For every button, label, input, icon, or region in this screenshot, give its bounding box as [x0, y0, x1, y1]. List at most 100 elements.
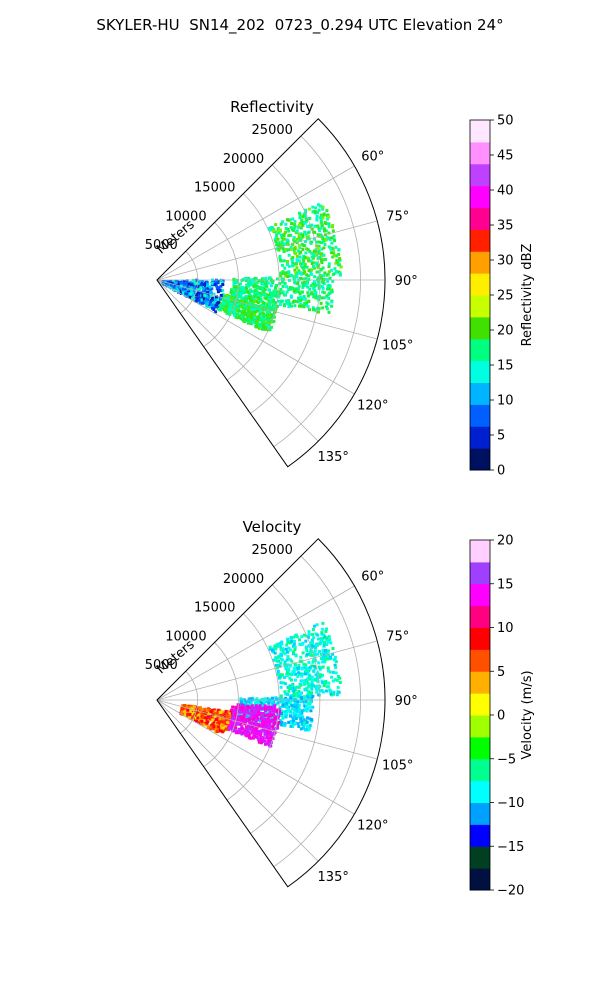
echo-gate — [313, 624, 316, 628]
velocity-range-ticks: 5000 10000 15000 20000 25000 — [145, 543, 293, 673]
echo-gate — [293, 700, 297, 704]
range-tick-label: 20000 — [223, 572, 264, 587]
echo-gate — [281, 247, 285, 251]
echo-gate — [239, 731, 243, 734]
echo-gate — [221, 717, 225, 721]
echo-gate — [242, 317, 246, 321]
colorbar-tick-label: 40 — [497, 184, 514, 199]
echo-gate — [324, 258, 328, 261]
echo-gate — [281, 703, 285, 707]
colorbar-segment — [470, 163, 490, 187]
echo-gate — [318, 274, 322, 278]
echo-gate — [270, 736, 273, 740]
echo-gate — [234, 726, 238, 730]
echo-gate — [319, 637, 323, 640]
echo-gate — [218, 297, 222, 301]
echo-gate — [325, 235, 329, 239]
echo-gate — [247, 724, 250, 728]
azimuth-tick-label: 105° — [382, 339, 413, 354]
echo-gate — [260, 707, 264, 711]
echo-gate — [330, 236, 334, 240]
echo-gate — [269, 225, 273, 229]
echo-gate — [311, 306, 315, 310]
echo-gate — [311, 252, 315, 256]
echo-gate — [216, 712, 219, 716]
echo-gate — [291, 263, 295, 267]
echo-gate — [262, 287, 266, 291]
echo-gate — [237, 309, 241, 313]
echo-gate — [317, 208, 321, 212]
echo-gate — [224, 727, 228, 731]
echo-gate — [233, 285, 237, 289]
echo-gate — [254, 724, 258, 728]
echo-gate — [200, 281, 203, 285]
echo-gate — [298, 691, 302, 695]
echo-gate — [217, 303, 221, 306]
echo-gate — [280, 299, 283, 303]
echo-gate — [292, 635, 296, 639]
echo-gate — [204, 299, 208, 303]
echo-gate — [287, 646, 291, 650]
echo-gate — [314, 646, 318, 650]
range-tick-label: 10000 — [165, 209, 206, 224]
azimuth-tick-label: 135° — [318, 450, 349, 465]
echo-gate — [249, 305, 253, 309]
echo-gate — [313, 666, 317, 670]
echo-gate — [262, 305, 266, 309]
echo-gate — [263, 314, 267, 317]
echo-gate — [320, 296, 324, 300]
echo-gate — [315, 240, 319, 244]
echo-gate — [253, 731, 256, 734]
echo-gate — [288, 648, 292, 652]
echo-gate — [301, 223, 305, 227]
echo-gate — [211, 304, 215, 308]
echo-gate — [328, 670, 332, 674]
echo-gate — [245, 734, 249, 738]
echo-gate — [238, 706, 242, 710]
echo-gate — [221, 289, 225, 292]
echo-gate — [294, 672, 298, 676]
echo-gate — [319, 673, 323, 677]
echo-gate — [206, 298, 209, 302]
echo-gate — [297, 259, 301, 263]
echo-gate — [253, 320, 257, 324]
echo-gate — [210, 727, 214, 731]
echo-gate — [280, 697, 283, 701]
echo-gate — [307, 630, 311, 634]
echo-gate — [304, 232, 308, 236]
echo-gate — [283, 690, 287, 694]
echo-gate — [279, 222, 283, 226]
range-ring — [250, 164, 321, 414]
echo-gate — [306, 682, 310, 685]
echo-gate — [275, 643, 279, 647]
echo-gate — [278, 644, 282, 648]
echo-gate — [285, 263, 289, 266]
echo-gate — [272, 229, 275, 233]
echo-gate — [316, 233, 320, 237]
colorbar-segment — [470, 120, 490, 143]
echo-gate — [276, 241, 280, 245]
echo-gate — [292, 692, 296, 696]
echo-gate — [322, 213, 326, 217]
echo-gate — [303, 256, 307, 260]
echo-gate — [301, 266, 305, 270]
echo-gate — [254, 310, 258, 314]
echo-gate — [205, 293, 209, 297]
echo-gate — [272, 294, 276, 298]
echo-gate — [256, 322, 260, 326]
echo-gate — [289, 724, 293, 728]
echo-gate — [302, 697, 306, 701]
echo-gate — [296, 722, 300, 726]
echo-gate — [316, 276, 320, 280]
echo-gate — [285, 711, 289, 715]
echo-gate — [215, 295, 218, 299]
echo-gate — [296, 691, 300, 695]
echo-gate — [281, 290, 285, 294]
echo-gate — [316, 310, 320, 314]
echo-gate — [220, 719, 224, 723]
echo-gate — [219, 294, 223, 297]
echo-gate — [274, 702, 278, 706]
echo-gate — [274, 645, 278, 649]
echo-gate — [321, 290, 325, 294]
echo-gate — [263, 296, 267, 300]
